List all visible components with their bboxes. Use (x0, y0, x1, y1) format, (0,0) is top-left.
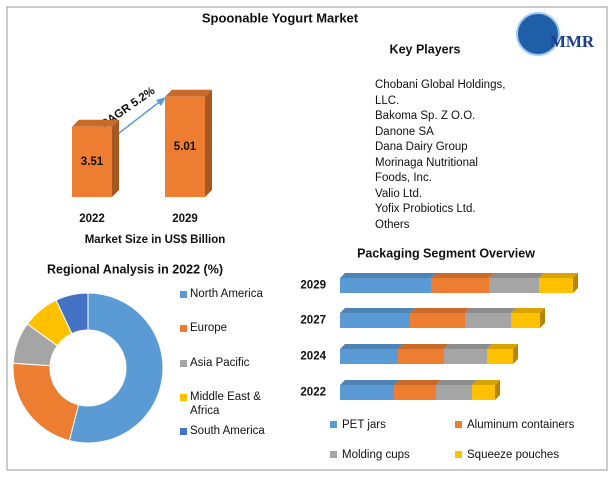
key-players-list: Chobani Global Holdings, LLC. Bakoma Sp. … (375, 78, 515, 233)
bar-top (472, 380, 500, 385)
y-tick-label: 2029 (300, 280, 326, 292)
bar-top (444, 344, 492, 349)
key-players-title: Key Players (390, 42, 461, 56)
legend-swatch (455, 421, 462, 428)
legend-swatch (180, 360, 187, 367)
title: Spoonable Yogurt Market (202, 10, 359, 25)
legend-label: Squeeze pouches (467, 449, 559, 461)
legend-swatch (455, 451, 462, 458)
legend-label: North America (190, 288, 263, 300)
legend-swatch (330, 451, 337, 458)
bar (72, 126, 112, 197)
bar-segment (340, 385, 394, 400)
bar-top (340, 273, 436, 278)
bar-top (340, 380, 399, 385)
bar-segment (431, 278, 489, 293)
bar-side (513, 344, 518, 364)
key-player: Valio Ltd. (375, 187, 423, 200)
key-player: Bakoma Sp. Z O.O. (375, 110, 476, 122)
legend-swatch (180, 291, 187, 298)
bar-side (495, 380, 500, 400)
legend-swatch (180, 394, 187, 401)
legend-label: Europe (190, 322, 228, 334)
donut-title: Regional Analysis in 2022 (%) (47, 262, 223, 276)
bar-segment (436, 385, 472, 400)
donut-slice (55, 292, 89, 335)
bar-segment (340, 278, 431, 293)
bar-segment (472, 385, 495, 400)
y-tick-label: 2027 (300, 315, 326, 327)
bar-segment (444, 349, 487, 364)
donut-slice (12, 362, 80, 442)
bar-value-label: 5.01 (174, 141, 197, 153)
y-tick-label: 2022 (300, 387, 326, 399)
bar-top (72, 119, 119, 127)
key-player: Morinaga Nutritional Foods, Inc. (375, 156, 478, 185)
bar-segment (487, 349, 513, 364)
bar-top (436, 380, 477, 385)
donut-slice (68, 292, 164, 444)
legend-label: PET jars (342, 419, 386, 431)
logo-text: MMR (550, 32, 595, 51)
bar-top (165, 89, 212, 97)
bar-side (205, 89, 212, 197)
bar-top (340, 344, 403, 349)
packaging-title: Packaging Segment Overview (357, 246, 535, 260)
legend-label: Middle East & Africa (190, 391, 261, 417)
legend-label: Molding cups (342, 449, 410, 461)
legend-swatch (330, 421, 337, 428)
legend-swatch (180, 325, 187, 332)
key-player: Chobani Global Holdings, LLC. (375, 79, 506, 107)
bar-segment (340, 313, 410, 328)
bar-top (410, 308, 470, 313)
x-tick-label: 2029 (172, 213, 198, 225)
bar-top (431, 273, 494, 278)
bar-segment (489, 278, 539, 293)
bar-top (539, 273, 578, 278)
bar-top (394, 380, 441, 385)
bar-segment (394, 385, 436, 400)
legend-swatch (180, 428, 187, 435)
frame (6, 6, 608, 471)
cagr-arrowhead (156, 97, 166, 106)
bar-segment (340, 349, 398, 364)
bar-side (573, 273, 578, 293)
bar-side (112, 119, 119, 197)
logo-ring (516, 12, 560, 56)
legend-label: Asia Pacific (190, 357, 250, 369)
bar-top (340, 308, 415, 313)
logo-globe (517, 13, 559, 55)
bar-top (487, 344, 518, 349)
bar-segment (465, 313, 511, 328)
legend-label: South America (190, 425, 265, 437)
bar-top (511, 308, 545, 313)
key-player: Danone SA (375, 125, 434, 138)
bar-segment (539, 278, 573, 293)
bar-top (465, 308, 516, 313)
bar-top (489, 273, 544, 278)
bar-segment (410, 313, 465, 328)
x-axis-label: Market Size in US$ Billion (85, 234, 226, 246)
key-player: Others (375, 218, 410, 231)
y-tick-label: 2024 (300, 351, 326, 363)
x-tick-label: 2022 (79, 213, 105, 225)
bar-segment (398, 349, 444, 364)
key-player: Yofix Probiotics Ltd. (375, 203, 476, 215)
bar-top (398, 344, 449, 349)
bar-value-label: 3.51 (81, 156, 104, 168)
bar-segment (511, 313, 540, 328)
legend-label: Aluminum containers (467, 419, 575, 431)
bar (165, 96, 205, 197)
key-player: Dana Dairy Group (375, 141, 468, 153)
bar-side (540, 308, 545, 328)
